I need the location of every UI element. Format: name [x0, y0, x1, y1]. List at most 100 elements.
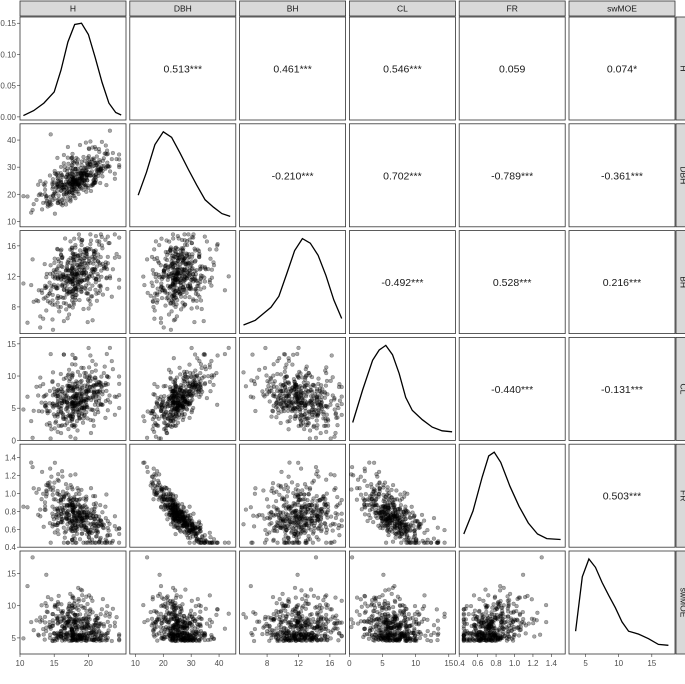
- scatter-point: [78, 171, 83, 176]
- scatter-point: [77, 256, 83, 261]
- scatter-point: [334, 415, 339, 420]
- scatter-point: [202, 540, 207, 545]
- scatter-point: [47, 521, 52, 526]
- scatter-point: [91, 389, 96, 395]
- scatter-point: [335, 403, 340, 408]
- scatter-point: [64, 491, 69, 496]
- scatter-point: [52, 196, 57, 201]
- scatter-point: [100, 158, 105, 163]
- scatter-point: [322, 520, 327, 526]
- scatter-point: [243, 384, 248, 389]
- scatter-point: [107, 614, 112, 619]
- scatter-point: [62, 530, 67, 535]
- scatter-point: [53, 191, 58, 196]
- scatter-point: [87, 159, 92, 164]
- scatter-point: [287, 381, 292, 386]
- scatter-point: [105, 286, 110, 291]
- scatter-point: [61, 287, 66, 292]
- scatter-point: [398, 517, 403, 522]
- scatter-point: [306, 492, 311, 497]
- scatter-point: [373, 510, 379, 515]
- scatter-point: [48, 352, 53, 357]
- scatter-point: [112, 412, 117, 417]
- scatter-point: [54, 516, 60, 521]
- scatter-point: [70, 371, 75, 376]
- scatter-point: [105, 160, 110, 165]
- scatter-point: [70, 305, 75, 310]
- scatter-point: [71, 176, 76, 181]
- scatter-point: [48, 436, 53, 441]
- scatter-point: [60, 185, 65, 190]
- scatter-point: [192, 540, 197, 545]
- scatter-point: [150, 481, 155, 486]
- scatter-point: [83, 169, 88, 174]
- scatter-point: [82, 171, 87, 176]
- scatter-point: [189, 287, 194, 292]
- scatter-point: [278, 420, 283, 426]
- scatter-point: [50, 327, 56, 332]
- scatter-point: [66, 180, 71, 185]
- scatter-point: [358, 474, 363, 479]
- scatter-point: [202, 234, 207, 239]
- scatter-point: [315, 387, 320, 392]
- scatter-point: [363, 505, 368, 510]
- scatter-point: [31, 299, 36, 304]
- scatter-point: [86, 147, 92, 152]
- panel-frame: [458, 443, 566, 548]
- scatter-point: [68, 184, 73, 189]
- scatter-point: [257, 367, 262, 372]
- scatter-point: [284, 494, 289, 499]
- scatter-point: [72, 178, 78, 183]
- scatter-point: [48, 132, 53, 137]
- scatter-point: [77, 185, 83, 190]
- scatter-point: [76, 169, 81, 174]
- scatter-point: [85, 161, 90, 167]
- scatter-point: [50, 492, 55, 497]
- scatter-point: [190, 408, 195, 413]
- scatter-point: [53, 636, 59, 641]
- scatter-point: [56, 409, 61, 414]
- scatter-point: [58, 164, 64, 169]
- scatter-point: [387, 520, 392, 526]
- scatter-point: [73, 178, 78, 183]
- scatter-point: [44, 308, 49, 313]
- scatter-point: [64, 421, 69, 426]
- scatter-point: [159, 276, 164, 282]
- scatter-point: [171, 356, 176, 361]
- panel-swMOE-DBH: [129, 550, 237, 655]
- scatter-point: [312, 525, 317, 531]
- scatter-point: [172, 388, 177, 393]
- scatter-point: [373, 503, 378, 508]
- scatter-point: [329, 514, 334, 519]
- scatter-point: [314, 535, 319, 540]
- scatter-point: [172, 289, 177, 294]
- scatter-point: [148, 609, 153, 615]
- scatter-point: [43, 601, 48, 606]
- scatter-point: [79, 175, 85, 180]
- scatter-point: [25, 320, 30, 325]
- scatter-point: [100, 510, 105, 515]
- scatter-point: [187, 415, 192, 420]
- scatter-point: [174, 375, 179, 380]
- scatter-point: [75, 369, 80, 374]
- scatter-point: [65, 166, 70, 171]
- scatter-point: [70, 190, 75, 195]
- scatter-point: [36, 393, 41, 398]
- scatter-point: [65, 611, 70, 616]
- scatter-point: [62, 622, 67, 627]
- scatter-point: [198, 266, 203, 271]
- scatter-point: [180, 602, 185, 607]
- scatter-point: [181, 379, 186, 384]
- scatter-point: [392, 524, 397, 529]
- panel-frame: [458, 16, 566, 121]
- scatter-point: [310, 412, 315, 417]
- scatter-point: [81, 598, 86, 603]
- scatter-point: [77, 491, 82, 497]
- scatter-point: [48, 288, 53, 293]
- scatter-point: [159, 296, 165, 301]
- scatter-point: [77, 497, 83, 502]
- scatter-point: [335, 423, 340, 428]
- scatter-point: [98, 381, 103, 386]
- scatter-point: [151, 299, 156, 304]
- scatter-point: [86, 365, 92, 370]
